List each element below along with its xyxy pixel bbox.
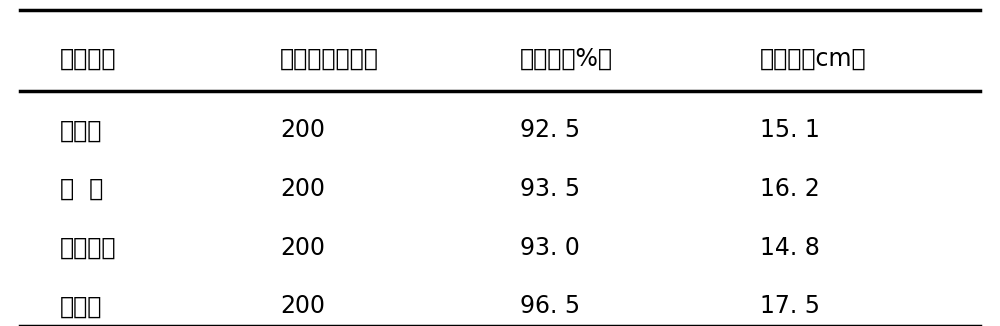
Text: 成活率（%）: 成活率（%） bbox=[520, 47, 613, 71]
Text: 92. 5: 92. 5 bbox=[520, 118, 580, 142]
Text: 17. 5: 17. 5 bbox=[760, 294, 820, 319]
Text: 93. 0: 93. 0 bbox=[520, 236, 580, 260]
Text: 紫精灵: 紫精灵 bbox=[60, 294, 102, 319]
Text: 200: 200 bbox=[280, 236, 325, 260]
Text: 16. 2: 16. 2 bbox=[760, 177, 820, 201]
Text: 接穗数量（根）: 接穗数量（根） bbox=[280, 47, 379, 71]
Text: 96. 5: 96. 5 bbox=[520, 294, 580, 319]
Text: 紫薇品种: 紫薇品种 bbox=[60, 47, 116, 71]
Text: 93. 5: 93. 5 bbox=[520, 177, 580, 201]
Text: 200: 200 bbox=[280, 177, 325, 201]
Text: 14. 8: 14. 8 bbox=[760, 236, 820, 260]
Text: 湘  韵: 湘 韵 bbox=[60, 177, 103, 201]
Text: 15. 1: 15. 1 bbox=[760, 118, 820, 142]
Text: 飞雪紫叶: 飞雪紫叶 bbox=[60, 236, 116, 260]
Text: 新枝长（cm）: 新枝长（cm） bbox=[760, 47, 867, 71]
Text: 红火箭: 红火箭 bbox=[60, 118, 102, 142]
Text: 200: 200 bbox=[280, 294, 325, 319]
Text: 200: 200 bbox=[280, 118, 325, 142]
